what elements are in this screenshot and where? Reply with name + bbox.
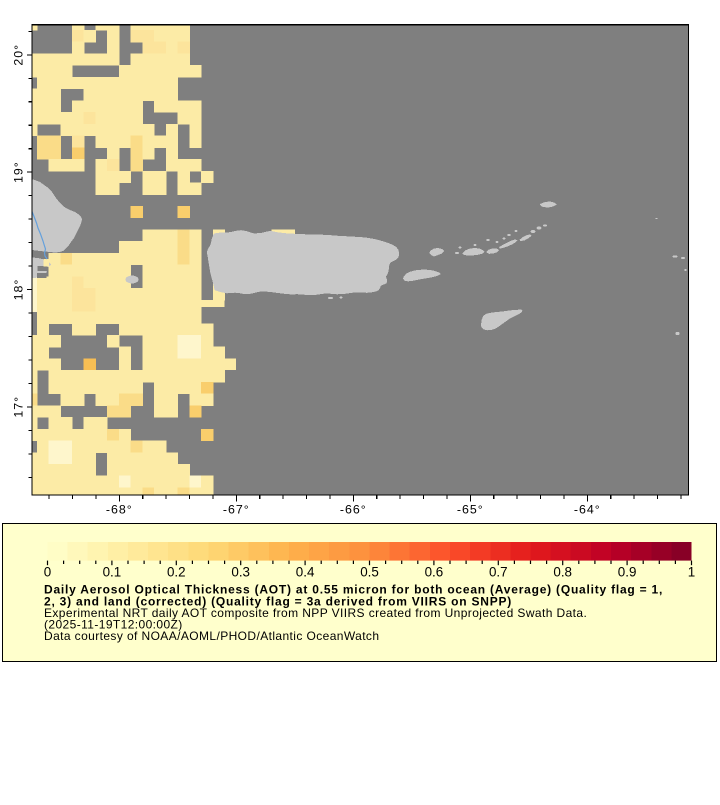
svg-text:0.4: 0.4 (296, 565, 315, 580)
svg-text:-65°: -65° (457, 503, 484, 517)
svg-text:18°: 18° (12, 279, 26, 301)
svg-text:1: 1 (688, 565, 695, 580)
svg-text:0.9: 0.9 (618, 565, 637, 580)
svg-text:(2025-11-19T12:00:00Z): (2025-11-19T12:00:00Z) (44, 618, 183, 632)
svg-text:0.7: 0.7 (489, 565, 508, 580)
svg-text:-66°: -66° (340, 503, 367, 517)
svg-text:0.8: 0.8 (553, 565, 572, 580)
svg-text:0.5: 0.5 (360, 565, 379, 580)
svg-text:17°: 17° (12, 396, 26, 418)
svg-text:0.6: 0.6 (425, 565, 444, 580)
svg-text:19°: 19° (12, 161, 26, 183)
svg-text:0.2: 0.2 (167, 565, 186, 580)
svg-text:Experimental NRT daily AOT com: Experimental NRT daily AOT composite fro… (44, 606, 587, 620)
svg-text:0.1: 0.1 (103, 565, 122, 580)
svg-text:-64°: -64° (574, 503, 601, 517)
svg-text:Daily Aerosol Optical Thicknes: Daily Aerosol Optical Thickness (AOT) at… (44, 583, 663, 597)
svg-text:Data courtesy of NOAA/AOML/PHO: Data courtesy of NOAA/AOML/PHOD/Atlantic… (44, 629, 379, 643)
svg-text:2, 3) and land (corrected) (Qu: 2, 3) and land (corrected) (Quality flag… (44, 595, 512, 609)
svg-text:0: 0 (44, 565, 51, 580)
svg-text:-68°: -68° (106, 503, 133, 517)
svg-text:-67°: -67° (223, 503, 250, 517)
svg-text:20°: 20° (12, 44, 26, 66)
svg-text:0.3: 0.3 (231, 565, 250, 580)
